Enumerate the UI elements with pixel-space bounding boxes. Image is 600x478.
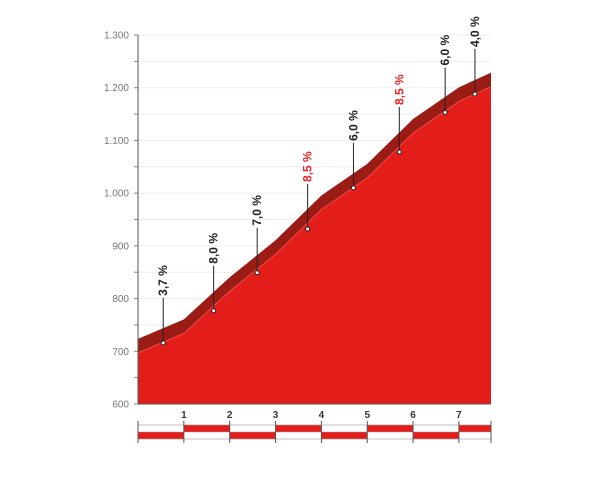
y-tick-label: 700	[112, 347, 129, 358]
gradient-label: 8,5 %	[301, 151, 315, 182]
km-bar-bottom-cell	[458, 432, 491, 439]
y-tick-label: 800	[112, 294, 129, 305]
x-tick-label: 6	[410, 410, 416, 421]
km-bar-bottom-cell	[413, 432, 459, 439]
x-tick-label: 4	[319, 410, 325, 421]
km-bar-top-cell	[367, 425, 414, 432]
gradient-label: 3,7 %	[156, 265, 170, 296]
y-tick-label: 600	[112, 400, 129, 411]
gradient-label: 8,0 %	[207, 233, 221, 264]
y-tick-label: 1.000	[104, 189, 129, 200]
km-bar-top-cell	[413, 425, 459, 432]
km-bar-bottom-cell	[138, 432, 184, 439]
y-tick-label: 900	[112, 241, 129, 252]
x-tick-label: 7	[456, 410, 462, 421]
km-bar-top-cell	[275, 425, 322, 432]
y-tick-label: 1.300	[104, 31, 129, 42]
km-bar-bottom-cell	[229, 432, 276, 439]
km-bar-top-cell	[229, 425, 276, 432]
y-tick-label: 1.100	[104, 136, 129, 147]
y-tick-label: 1.200	[104, 83, 129, 94]
x-tick-label: 3	[273, 410, 279, 421]
profile-area	[138, 86, 491, 404]
km-bar-top-cell	[138, 425, 184, 432]
km-bar-bottom-cell	[367, 432, 414, 439]
km-bar-top-cell	[183, 425, 230, 432]
gradient-marker	[211, 308, 217, 314]
gradient-label: 4,0 %	[468, 16, 482, 47]
x-tick-label: 2	[227, 410, 233, 421]
gradient-marker	[472, 91, 478, 97]
x-tick-label: 5	[364, 410, 370, 421]
gradient-marker	[350, 185, 356, 191]
gradient-marker	[254, 270, 260, 276]
gradient-label: 8,5 %	[392, 74, 406, 105]
km-bar-bottom-cell	[321, 432, 368, 439]
gradient-label: 6,0 %	[346, 110, 360, 141]
x-tick-label: 1	[181, 410, 187, 421]
gradient-label: 6,0 %	[438, 34, 452, 65]
gradient-marker	[305, 226, 311, 232]
gradient-marker	[160, 340, 166, 346]
gradient-label: 7,0 %	[250, 195, 264, 226]
km-bar-top-cell	[458, 425, 491, 432]
gradient-marker	[442, 109, 448, 115]
gradient-marker	[396, 149, 402, 155]
km-bar-bottom-cell	[183, 432, 230, 439]
km-bar-top-cell	[321, 425, 368, 432]
km-bar-bottom-cell	[275, 432, 322, 439]
